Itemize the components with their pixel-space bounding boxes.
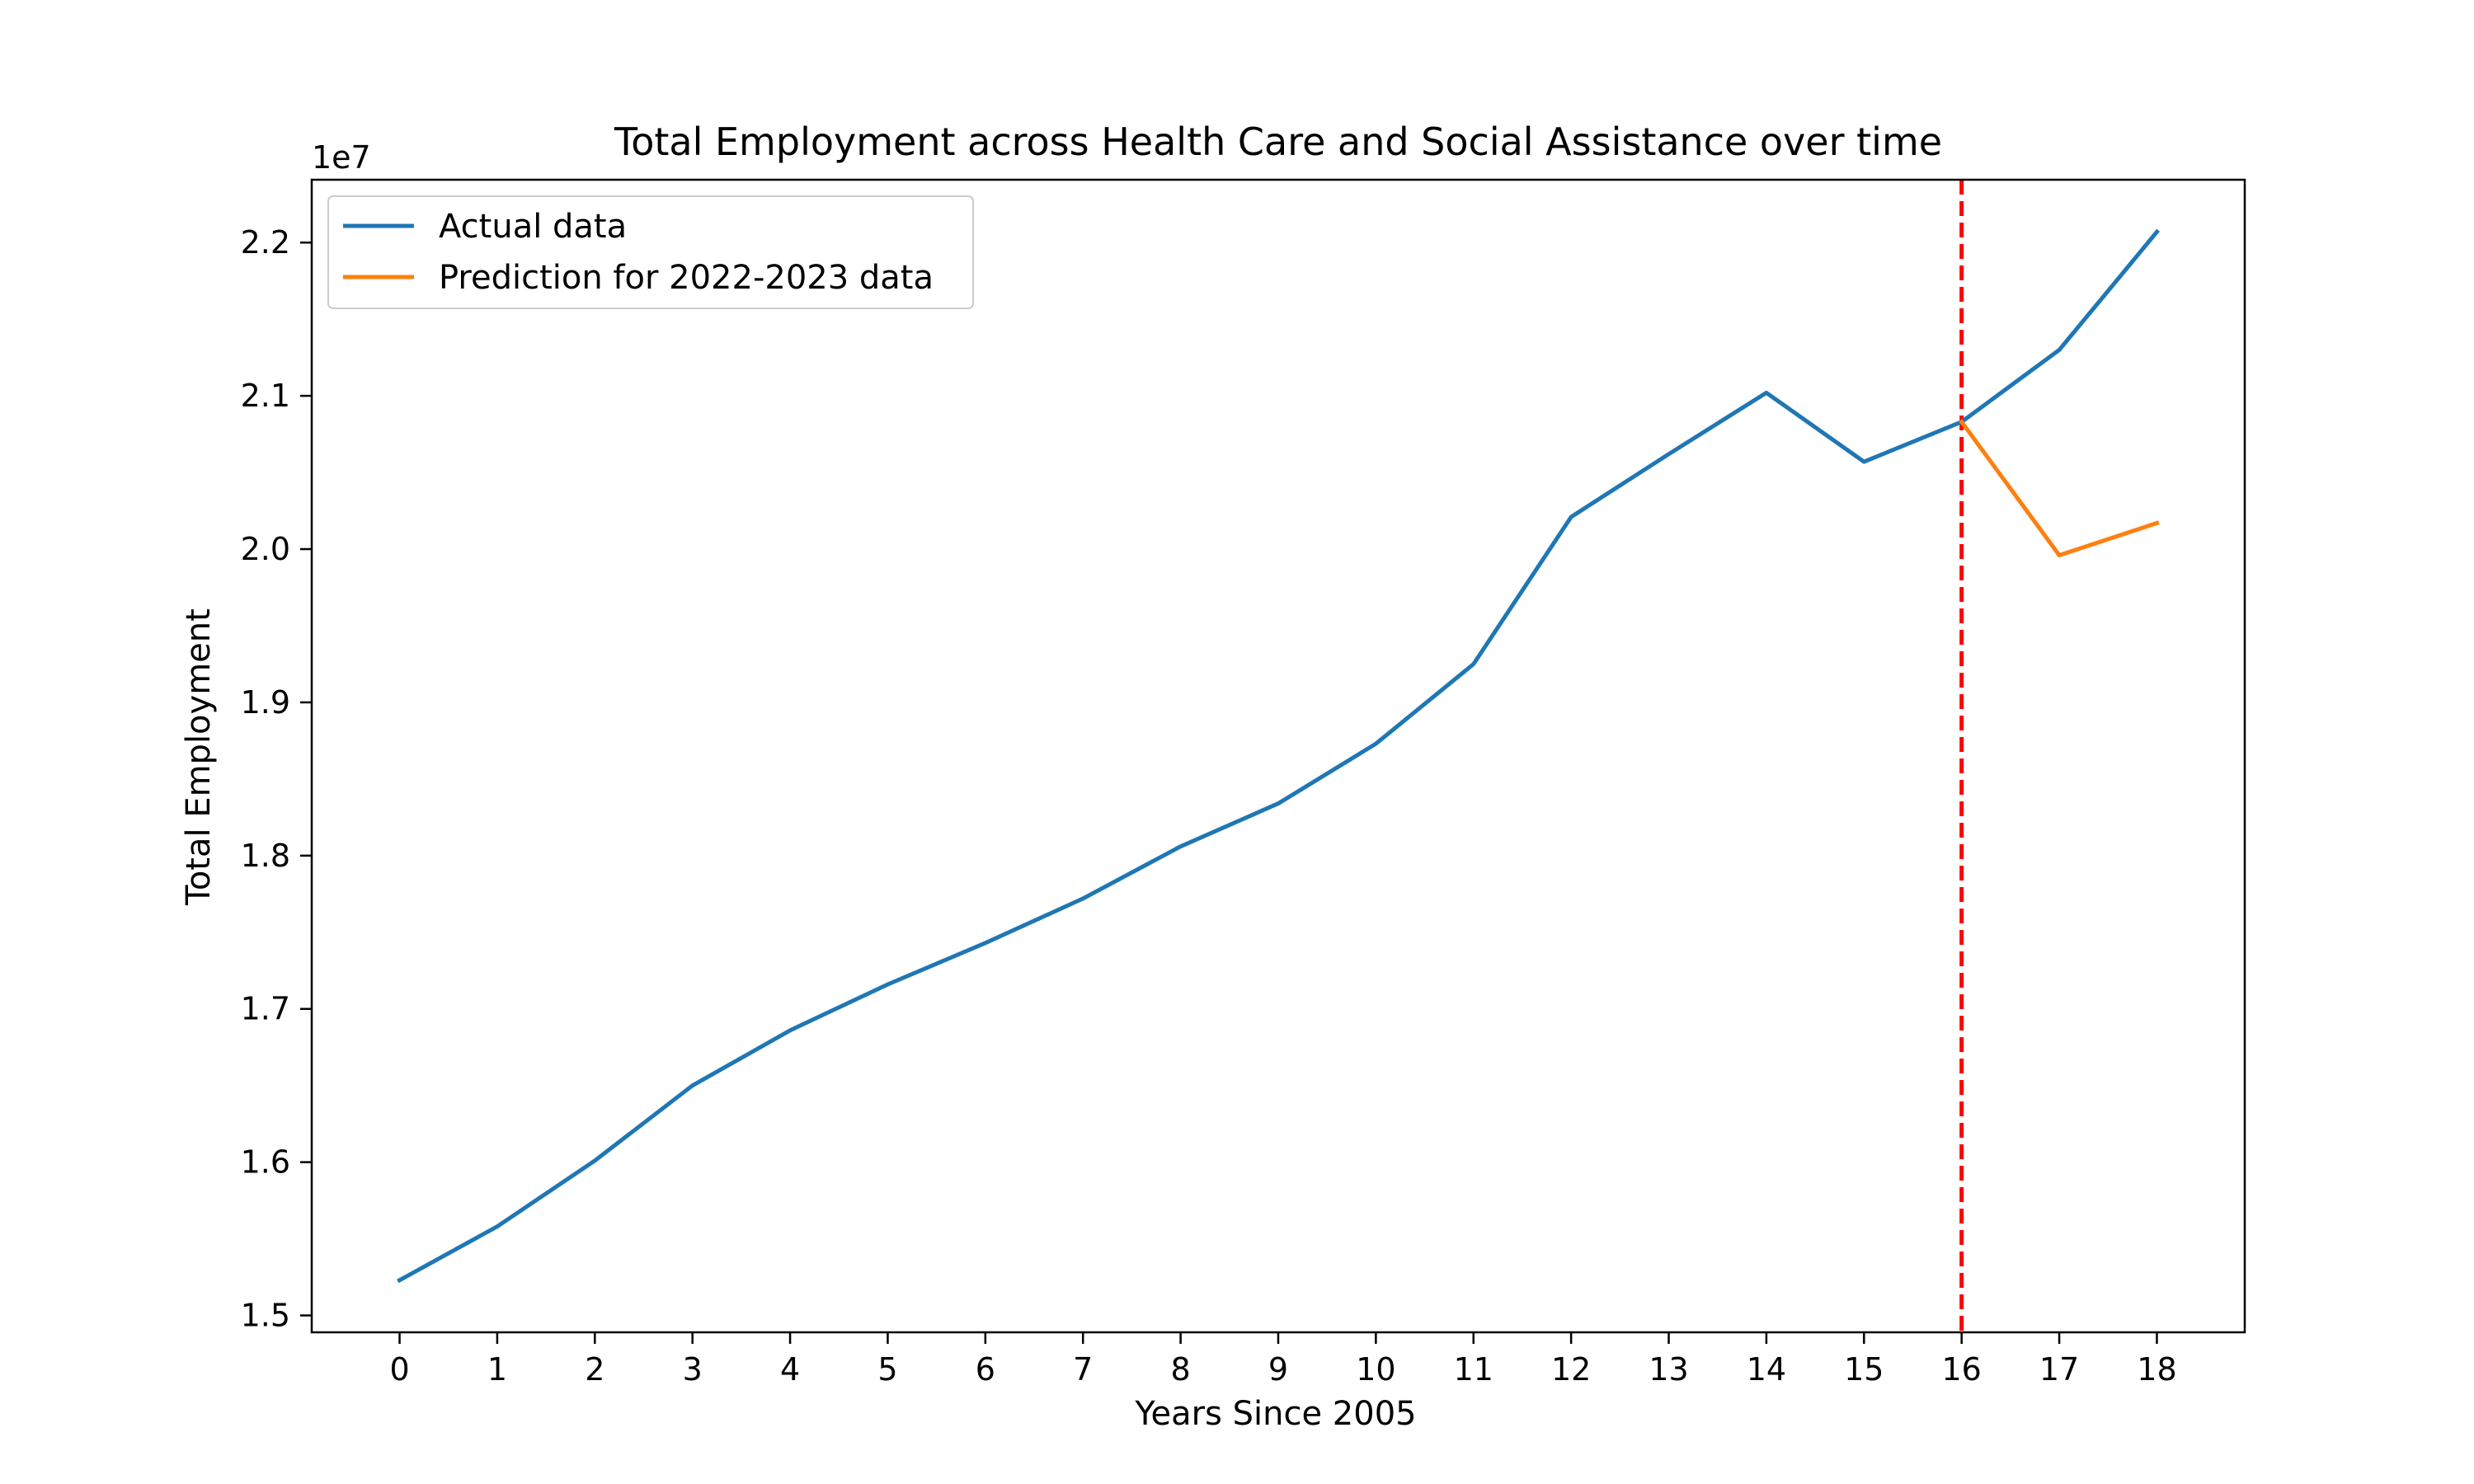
x-tick-label: 10 [1356,1351,1395,1388]
y-tick-label: 1.8 [241,838,290,874]
legend-box [327,195,974,309]
x-tick-label: 15 [1844,1351,1884,1388]
y-tick-label: 1.5 [241,1298,290,1334]
x-tick-label: 3 [683,1351,703,1388]
x-tick-label: 1 [487,1351,507,1388]
y-tick-label: 1.7 [241,991,290,1027]
x-tick-label: 0 [389,1351,409,1388]
x-tick-label: 17 [2039,1351,2079,1388]
series-line-prediction [1959,419,2160,557]
y-tick-label: 2.2 [241,224,290,261]
x-tick-label: 14 [1747,1351,1786,1388]
chart-title: Total Employment across Health Care and … [614,120,1942,164]
plot-area [397,180,2161,1332]
x-tick-label: 13 [1649,1351,1688,1388]
x-tick-label: 12 [1551,1351,1591,1388]
series-line-actual [397,228,2161,1284]
y-tick-label: 2.1 [241,378,290,414]
y-tick-label: 2.0 [241,531,290,567]
x-tick-label: 5 [877,1351,897,1388]
y-axis-offset-label: 1e7 [312,139,371,176]
legend-label: Actual data [439,208,627,246]
x-tick-label: 6 [976,1351,995,1388]
x-tick-label: 4 [780,1351,800,1388]
x-tick-label: 9 [1268,1351,1288,1388]
y-tick-label: 1.9 [241,684,290,721]
x-tick-label: 8 [1171,1351,1191,1388]
x-tick-label: 16 [1942,1351,1982,1388]
x-axis-label: Years Since 2005 [1134,1395,1416,1433]
x-tick-label: 18 [2137,1351,2176,1388]
x-tick-label: 11 [1454,1351,1493,1388]
y-axis-label: Total Employment [180,608,218,906]
legend: Actual data Prediction for 2022-2023 data [327,195,974,309]
legend-label: Prediction for 2022-2023 data [439,259,934,297]
x-tick-label: 7 [1073,1351,1093,1388]
x-tick-label: 2 [585,1351,604,1388]
axes: 0 1 2 3 4 5 6 7 8 9 10 11 12 13 14 15 16 17 181.51.61.71.8… [241,178,2246,1388]
y-tick-label: 1.6 [241,1144,290,1181]
